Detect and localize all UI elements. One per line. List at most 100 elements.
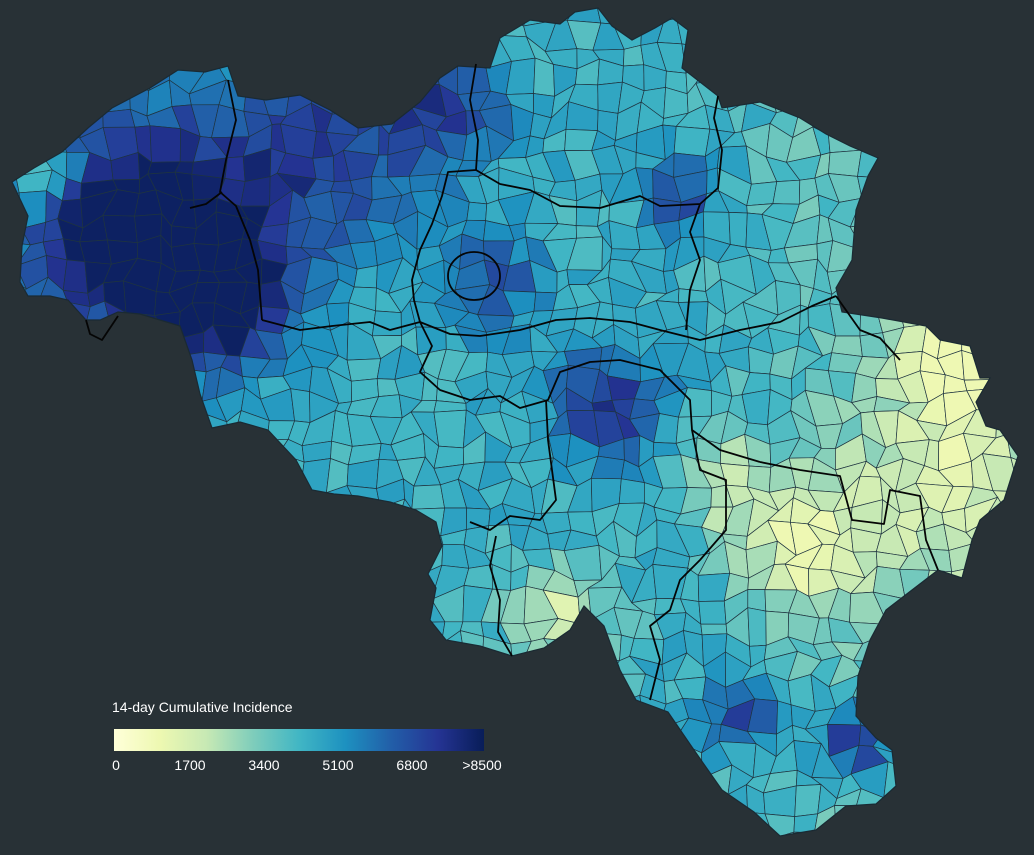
municipality-cell — [12, 636, 30, 657]
municipality-cell — [389, 35, 415, 69]
municipality-cell — [746, 181, 778, 207]
municipality-cell — [102, 522, 134, 555]
municipality-cell — [740, 57, 779, 95]
municipality-cell — [918, 36, 952, 62]
municipality-cell — [1012, 549, 1018, 570]
municipality-cell — [287, 788, 317, 821]
municipality-cell — [312, 155, 335, 183]
municipality-cell — [491, 808, 510, 836]
municipality-cell — [747, 607, 767, 647]
municipality-cell — [435, 808, 457, 836]
municipality-cell — [984, 607, 1013, 646]
municipality-cell — [178, 520, 192, 555]
municipality-cell — [167, 651, 204, 684]
municipality-cell — [280, 503, 309, 537]
municipality-cell — [652, 197, 682, 225]
municipality-cell — [993, 356, 1018, 381]
municipality-cell — [930, 761, 956, 786]
municipality-cell — [79, 16, 118, 38]
municipality-cell — [960, 47, 993, 72]
municipality-cell — [794, 784, 822, 817]
municipality-cell — [466, 201, 488, 221]
municipality-cell — [498, 764, 530, 791]
municipality-cell — [834, 57, 860, 93]
municipality-cell — [79, 479, 118, 515]
municipality-cell — [1016, 674, 1018, 712]
municipality-cell — [481, 661, 514, 689]
province-borders — [85, 63, 939, 701]
municipality-cell — [695, 59, 731, 84]
municipality-cell — [703, 840, 734, 855]
municipality-cell — [373, 630, 403, 659]
municipality-cell — [127, 791, 153, 821]
municipality-cell — [784, 43, 823, 73]
municipality-cell — [80, 831, 103, 836]
municipality-cell — [218, 840, 246, 855]
municipality-cell — [521, 718, 556, 752]
municipality-cell — [40, 36, 74, 70]
municipality-cell — [398, 548, 424, 574]
municipality-cell — [963, 105, 990, 136]
municipality-cell — [156, 460, 178, 485]
municipality-cell — [942, 784, 976, 812]
municipality-cell — [937, 262, 964, 292]
municipality-cell — [263, 520, 292, 556]
municipality-cell — [212, 498, 245, 530]
municipality-cell — [57, 805, 84, 836]
municipality-cell — [1005, 261, 1018, 282]
municipality-cell — [856, 123, 887, 151]
municipality-cell — [393, 629, 418, 669]
municipality-cell — [656, 810, 686, 836]
municipality-cell — [42, 508, 67, 527]
municipality-cell — [343, 81, 383, 112]
municipality-cell — [592, 830, 626, 836]
municipality-cell — [435, 827, 457, 836]
municipality-cell — [199, 432, 229, 460]
municipality-cell — [368, 13, 391, 47]
municipality-cell — [879, 47, 911, 68]
municipality-cell — [634, 821, 668, 836]
municipality-cell — [500, 661, 528, 689]
municipality-cell — [898, 282, 930, 310]
municipality-cell — [57, 455, 92, 490]
municipality-cell — [949, 684, 973, 713]
municipality-cell — [434, 658, 466, 681]
municipality-cell — [148, 409, 173, 445]
municipality-cell — [967, 631, 991, 660]
municipality-cell — [963, 379, 996, 392]
municipality-cell — [963, 723, 999, 752]
municipality-cell — [64, 335, 83, 359]
municipality-cell — [94, 396, 119, 427]
municipality-cell — [881, 220, 911, 245]
municipality-cell — [1008, 63, 1018, 91]
municipality-cell — [679, 807, 712, 836]
municipality-cell — [167, 587, 207, 622]
municipality-cell — [388, 8, 427, 30]
municipality-cell — [17, 676, 40, 710]
municipality-cell — [1005, 277, 1018, 312]
municipality-cell — [40, 413, 63, 448]
municipality-cell — [352, 541, 380, 576]
municipality-cell — [308, 652, 328, 686]
municipality-cell — [323, 36, 354, 72]
municipality-cell — [149, 125, 181, 163]
municipality-cell — [974, 540, 994, 568]
municipality-cell — [12, 192, 22, 230]
municipality-cell — [894, 38, 925, 64]
municipality-cell — [720, 59, 751, 95]
municipality-cell — [949, 566, 977, 597]
municipality-cell — [166, 28, 201, 48]
municipality-cell — [893, 110, 932, 137]
municipality-cell — [940, 166, 963, 205]
municipality-cell — [261, 503, 284, 528]
municipality-cell — [1007, 16, 1018, 46]
municipality-cell — [38, 694, 74, 730]
municipality-cell — [12, 134, 31, 161]
municipality-cell — [651, 831, 686, 836]
municipality-cell — [990, 245, 1008, 270]
municipality-cell — [348, 830, 377, 836]
municipality-cell — [12, 479, 31, 505]
municipality-cell — [455, 785, 494, 818]
municipality-cell — [17, 708, 53, 730]
municipality-cell — [240, 500, 265, 530]
